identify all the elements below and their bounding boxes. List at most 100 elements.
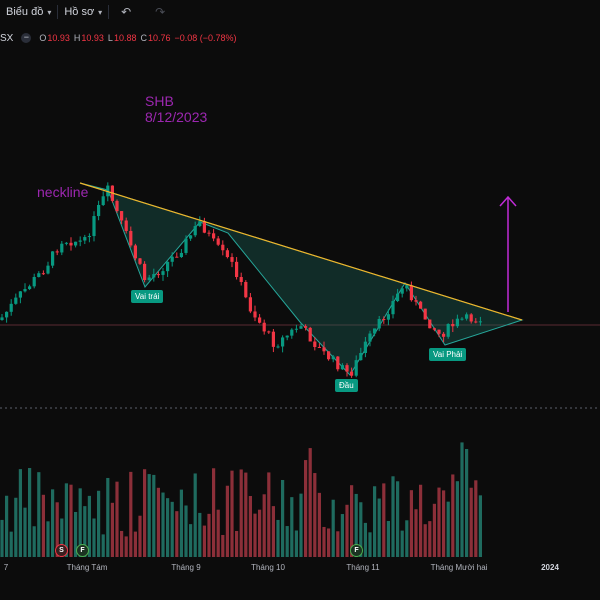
volume-bar — [97, 490, 101, 557]
volume-bar — [373, 486, 377, 557]
volume-bar — [147, 474, 151, 557]
candle-body — [331, 356, 335, 360]
volume-bar — [46, 521, 50, 557]
volume-bar — [225, 485, 229, 557]
candle-body — [133, 245, 137, 259]
chart-menu-label: Biểu đồ — [6, 6, 44, 18]
candle-body — [37, 273, 41, 277]
axis-label: Tháng 10 — [251, 563, 285, 572]
volume-bar — [5, 495, 9, 557]
volume-bar — [83, 506, 87, 557]
candle-body — [428, 319, 432, 329]
candle-body — [184, 238, 188, 253]
close-value: 10.76 — [147, 33, 171, 43]
left-shoulder-tag[interactable]: Vai trái — [131, 290, 164, 303]
toolbar-divider — [108, 5, 110, 19]
candle-body — [396, 293, 400, 302]
candle-body — [87, 236, 91, 238]
candle-body — [18, 291, 22, 298]
volume-bar — [396, 481, 400, 557]
candle-body — [409, 285, 413, 301]
candle-body — [0, 317, 4, 320]
candle-body — [474, 321, 478, 323]
candle-body — [225, 250, 229, 258]
candle-body — [221, 244, 225, 251]
volume-bar — [465, 448, 469, 557]
volume-bar — [350, 485, 354, 557]
volume-bar — [51, 489, 55, 557]
volume-bar — [253, 513, 257, 557]
volume-bar — [419, 484, 423, 557]
volume-bar — [78, 488, 82, 557]
head-tag[interactable]: Đầu — [335, 379, 358, 392]
time-axis[interactable]: 7 Tháng Tám Tháng 9 Tháng 10 Tháng 11 Th… — [0, 557, 600, 577]
volume-bar — [216, 509, 220, 557]
profile-menu-button[interactable]: Hồ sơ ▾ — [58, 0, 108, 24]
candle-body — [5, 311, 9, 318]
candle-body — [120, 211, 124, 221]
volume-bar — [115, 481, 119, 557]
volume-bar — [179, 489, 183, 557]
candle-body — [419, 301, 423, 309]
volume-bar — [354, 493, 358, 557]
volume-bar — [267, 472, 271, 557]
undo-button[interactable]: ↶ — [109, 0, 143, 24]
split-event-icon[interactable]: S — [55, 544, 68, 557]
candle-body — [202, 221, 206, 233]
candlestick-chart[interactable] — [0, 0, 600, 560]
volume-bar — [193, 473, 197, 557]
financial-event-icon[interactable]: F — [76, 544, 89, 557]
volume-bar — [184, 505, 188, 557]
candle-body — [230, 257, 234, 262]
chart-annotation-title[interactable]: SHB 8/12/2023 — [145, 93, 207, 125]
candle-body — [308, 327, 312, 342]
volume-bar — [400, 530, 404, 557]
neckline-trendline[interactable] — [79, 182, 523, 321]
volume-bar — [345, 504, 349, 557]
redo-button[interactable]: ↷ — [143, 0, 177, 24]
volume-bar — [409, 490, 413, 557]
candle-body — [28, 286, 32, 290]
candle-body — [138, 258, 142, 264]
candle-body — [115, 200, 119, 212]
candle-body — [460, 318, 464, 320]
volume-bar — [74, 511, 78, 557]
collapse-legend-button[interactable]: − — [21, 33, 32, 43]
low-value: 10.88 — [113, 33, 137, 43]
volume-bar — [382, 483, 386, 557]
volume-bar — [340, 514, 344, 557]
chart-menu-button[interactable]: Biểu đồ ▾ — [0, 0, 57, 24]
volume-bar — [474, 480, 478, 557]
axis-label: Tháng Mười hai — [430, 563, 488, 572]
volume-bar — [428, 521, 432, 557]
volume-bar — [0, 519, 4, 557]
candle-body — [469, 314, 473, 322]
volume-bar — [460, 442, 464, 557]
pattern-fill[interactable] — [79, 182, 524, 376]
right-shoulder-tag[interactable]: Vai Phải — [429, 348, 467, 361]
volume-bar — [451, 474, 455, 557]
volume-bar — [281, 479, 285, 557]
symbol-label: SX — [0, 32, 14, 44]
open-label: O — [39, 33, 47, 43]
volume-bar — [386, 520, 390, 557]
candle-body — [32, 276, 36, 287]
volume-bar — [455, 481, 459, 557]
financial-event-icon[interactable]: F — [350, 544, 363, 557]
candle-body — [179, 252, 183, 258]
neckline-label[interactable]: neckline — [37, 184, 89, 200]
volume-bar — [271, 506, 275, 557]
candle-body — [258, 317, 262, 323]
volume-bar — [258, 509, 262, 557]
volume-bar — [322, 526, 326, 557]
undo-icon: ↶ — [121, 5, 132, 19]
volume-bar — [285, 526, 289, 557]
volume-bar — [133, 531, 137, 557]
volume-bar — [478, 495, 482, 557]
volume-bar — [308, 448, 312, 557]
volume-bar — [235, 530, 239, 557]
ohlc-legend: SX − O 10.93 H 10.93 L 10.88 C 10.76 −0.… — [0, 31, 241, 45]
volume-bar — [9, 531, 13, 557]
candle-body — [400, 288, 404, 294]
candle-body — [78, 240, 82, 242]
